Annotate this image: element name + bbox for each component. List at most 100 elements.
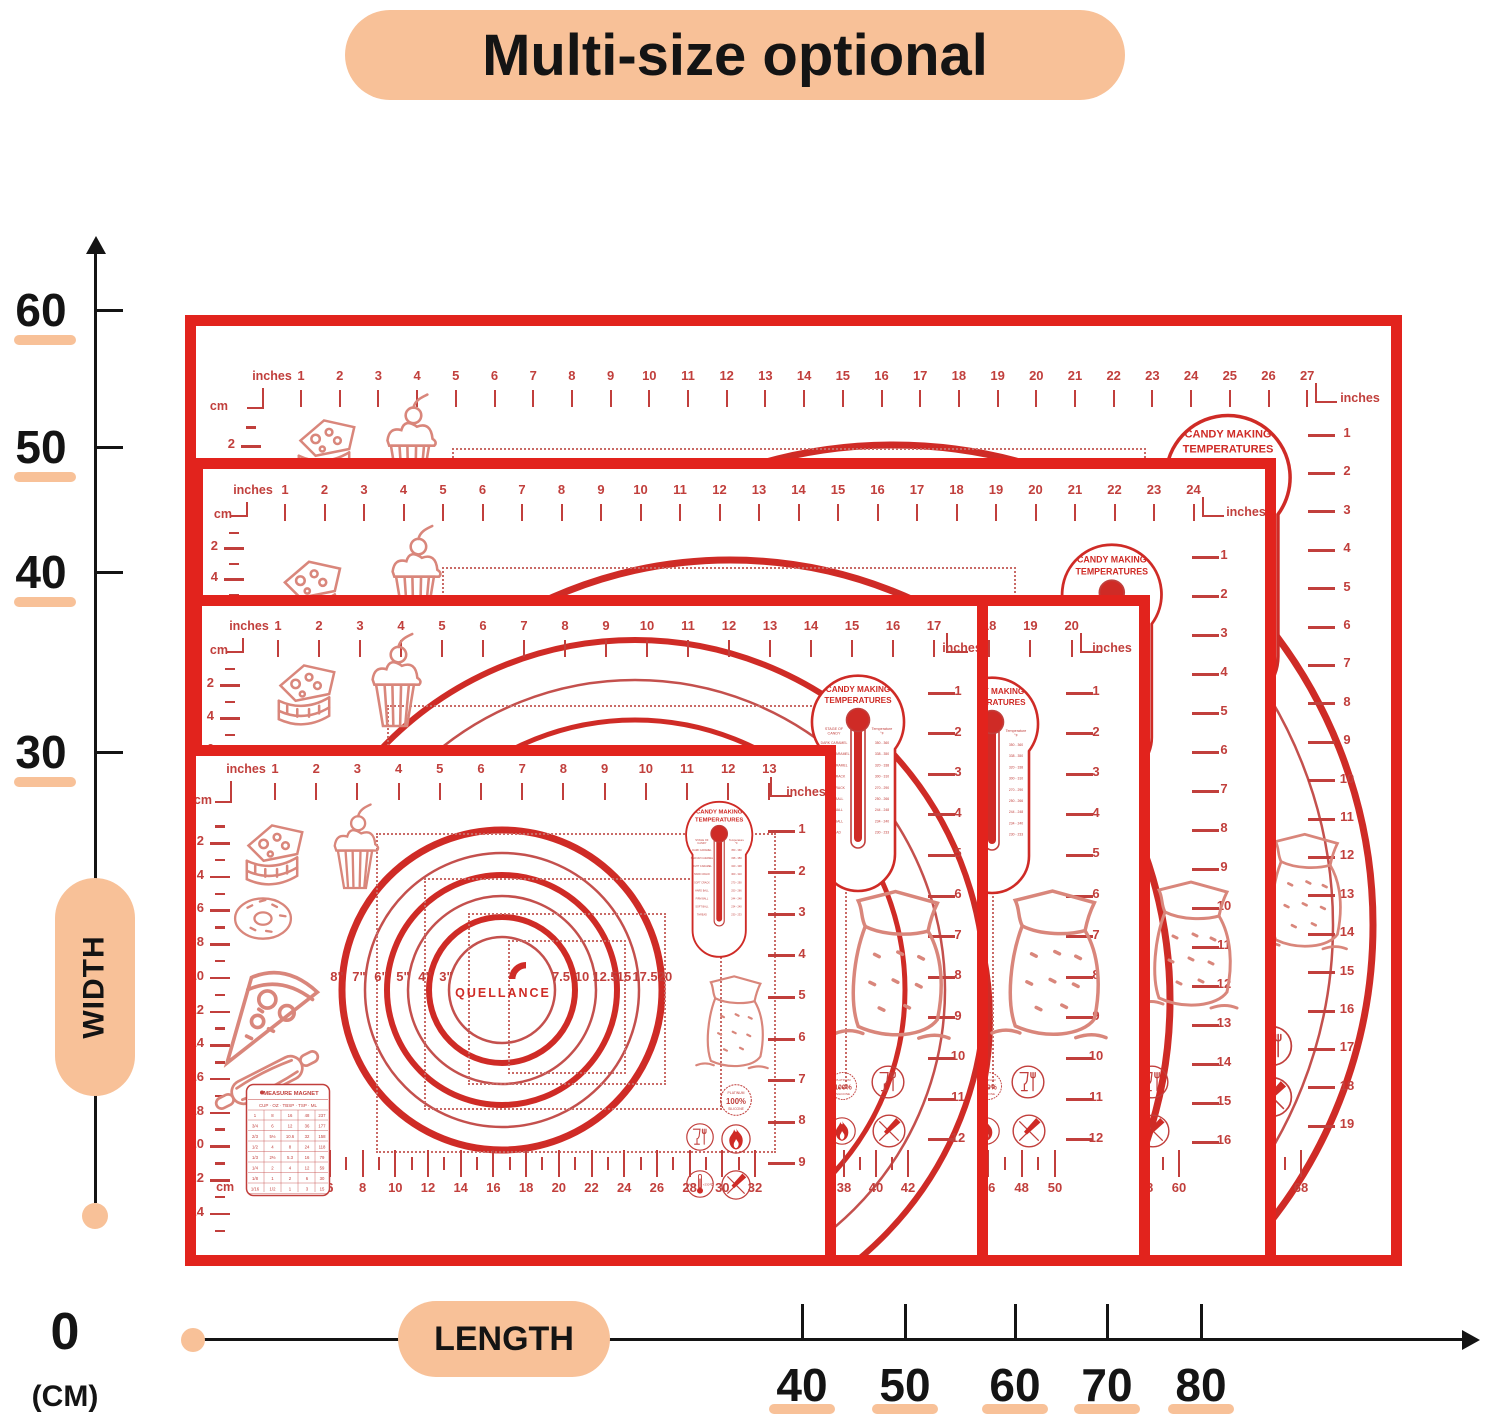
col-tick: [1192, 1023, 1219, 1027]
bottom-tick: [655, 1150, 658, 1177]
length-axis-tick-label: 70: [1081, 1359, 1133, 1411]
ruler-number: 23: [1146, 482, 1162, 497]
col-number: 2: [1092, 723, 1100, 739]
cm-tick-minor: [215, 858, 225, 862]
ruler-number: 12: [719, 368, 734, 383]
cm-tick: [210, 909, 230, 912]
ruler-corner: [1315, 383, 1317, 403]
col-number: 3: [1343, 501, 1351, 517]
ruler-tick: [837, 504, 839, 521]
bottom-number: 42: [900, 1180, 916, 1195]
svg-text:338 - 350: 338 - 350: [1009, 754, 1023, 758]
col-tick: [1066, 894, 1093, 898]
wine-glass-icon: [1010, 1064, 1046, 1100]
ruler-number: 3: [356, 618, 364, 633]
svg-text:15: 15: [320, 1187, 325, 1192]
svg-text:°F: °F: [735, 841, 738, 845]
dotted-guide: [468, 913, 666, 1085]
svg-text:230 - 233: 230 - 233: [731, 913, 742, 916]
ruler-number: 17: [909, 482, 925, 497]
bottom-tick: [574, 1157, 577, 1170]
ruler-number: 23: [1145, 368, 1160, 383]
bottom-tick: [377, 1157, 380, 1170]
bottom-tick: [704, 1157, 707, 1170]
wine-glass-icon-wrap: [1010, 1064, 1046, 1100]
col-tick: [1066, 1097, 1093, 1101]
col-tick: [1308, 471, 1335, 475]
ruler-tick: [803, 390, 806, 407]
bottom-tick: [1300, 1150, 1302, 1177]
cm-number: 6: [196, 900, 204, 916]
no-knife-icon: [871, 1113, 907, 1149]
col-tick: [1308, 663, 1335, 667]
ruler-tick: [564, 640, 566, 657]
inches-label: inches: [226, 762, 266, 776]
col-tick: [928, 894, 955, 898]
bottom-number: 8: [358, 1180, 367, 1195]
col-tick: [1308, 625, 1335, 629]
col-number: 15: [1339, 962, 1355, 978]
svg-text:320 - 338: 320 - 338: [875, 763, 889, 767]
svg-text:THREAD: THREAD: [697, 913, 707, 916]
length-axis-tick-label: 40: [776, 1359, 828, 1411]
svg-text:250 - 266: 250 - 266: [875, 797, 889, 801]
ruler-tick: [769, 640, 771, 657]
col-number: 5: [1343, 578, 1351, 594]
col-number: 8: [954, 967, 962, 983]
length-axis-tick: [904, 1304, 907, 1338]
svg-text:TEMPERATURES: TEMPERATURES: [824, 696, 892, 705]
cm-tick: [210, 1044, 230, 1047]
bottom-tick: [1161, 1157, 1164, 1170]
col-number: 13: [1216, 1015, 1232, 1030]
cupcake-icon: [352, 628, 438, 738]
cm-tick-minor: [229, 562, 239, 565]
ruler-number: 8: [568, 368, 576, 383]
bottom-number: 20: [551, 1180, 567, 1195]
ruler-tick: [284, 504, 286, 521]
dotted-guide: [376, 833, 776, 1153]
svg-text:8: 8: [271, 1113, 274, 1118]
col-tick: [1308, 702, 1335, 706]
bottom-number: 24: [616, 1180, 632, 1195]
ruler-tick: [1113, 504, 1116, 521]
ruler-tick: [1074, 390, 1076, 407]
ruler-tick: [603, 783, 606, 800]
col-tick: [928, 853, 955, 857]
cm-tick-minor: [215, 1229, 225, 1233]
col-tick: [768, 1120, 795, 1124]
svg-text:Temperature: Temperature: [872, 727, 893, 731]
svg-text:HARD CRACK: HARD CRACK: [694, 873, 710, 876]
col-number: 7: [1092, 926, 1100, 942]
col-tick: [928, 813, 955, 817]
col-tick: [1192, 750, 1219, 754]
ruler-number: 27: [1299, 368, 1315, 383]
ruler-number: 16: [870, 482, 885, 497]
ruler-tick: [797, 504, 800, 521]
wine-glass-icon: [685, 1122, 715, 1152]
ruler-tick: [523, 640, 525, 657]
svg-text:118: 118: [319, 1145, 326, 1150]
ruler-number: 12: [720, 761, 736, 776]
ruler-corner: [247, 407, 264, 409]
svg-text:244 - 248: 244 - 248: [1009, 810, 1023, 814]
col-number: 4: [798, 945, 806, 961]
width-axis-label-badge: WIDTH: [55, 878, 135, 1096]
svg-text:270 - 290: 270 - 290: [875, 786, 889, 790]
ruler-number: 2: [315, 618, 323, 633]
svg-text:2⅔: 2⅔: [270, 1155, 276, 1160]
temp-range-icon: -40℃ +230℃: [685, 1169, 715, 1199]
svg-text:270 - 290: 270 - 290: [1009, 788, 1023, 792]
bottom-number: 60: [1171, 1180, 1187, 1195]
col-tick: [1192, 1062, 1219, 1066]
bottom-number: 28: [682, 1180, 697, 1195]
col-tick: [1308, 433, 1335, 437]
cm-tick-minor: [215, 1195, 225, 1199]
circle-label: 10: [574, 969, 590, 984]
ruler-tick: [727, 783, 730, 800]
svg-text:CANDY MAKING: CANDY MAKING: [1184, 429, 1271, 441]
svg-text:TEMPERATURES: TEMPERATURES: [1076, 566, 1149, 576]
ruler-number: 13: [751, 482, 767, 497]
col-number: 1: [954, 683, 962, 698]
svg-text:100%: 100%: [726, 1097, 746, 1106]
